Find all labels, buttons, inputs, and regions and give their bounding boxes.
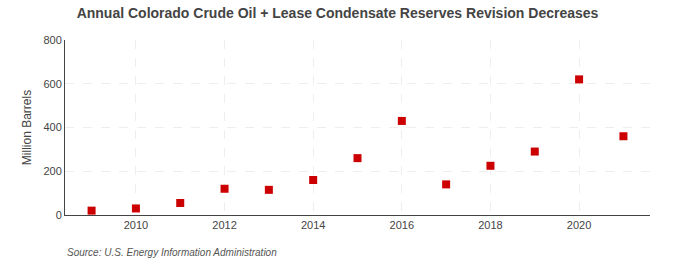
svg-text:200: 200: [43, 165, 61, 177]
svg-text:Source: U.S. Energy Informatio: Source: U.S. Energy Information Administ…: [67, 247, 277, 258]
svg-text:800: 800: [43, 34, 61, 46]
svg-text:Million Barrels: Million Barrels: [20, 90, 34, 165]
svg-text:600: 600: [43, 78, 61, 90]
svg-text:2014: 2014: [301, 219, 325, 231]
svg-text:2012: 2012: [212, 219, 236, 231]
svg-text:400: 400: [43, 121, 61, 133]
svg-text:0: 0: [56, 209, 62, 221]
svg-text:2018: 2018: [478, 219, 502, 231]
svg-text:2020: 2020: [567, 219, 591, 231]
svg-text:Annual Colorado Crude Oil + Le: Annual Colorado Crude Oil + Lease Conden…: [77, 5, 599, 21]
svg-text:2016: 2016: [390, 219, 414, 231]
svg-text:2010: 2010: [124, 219, 148, 231]
